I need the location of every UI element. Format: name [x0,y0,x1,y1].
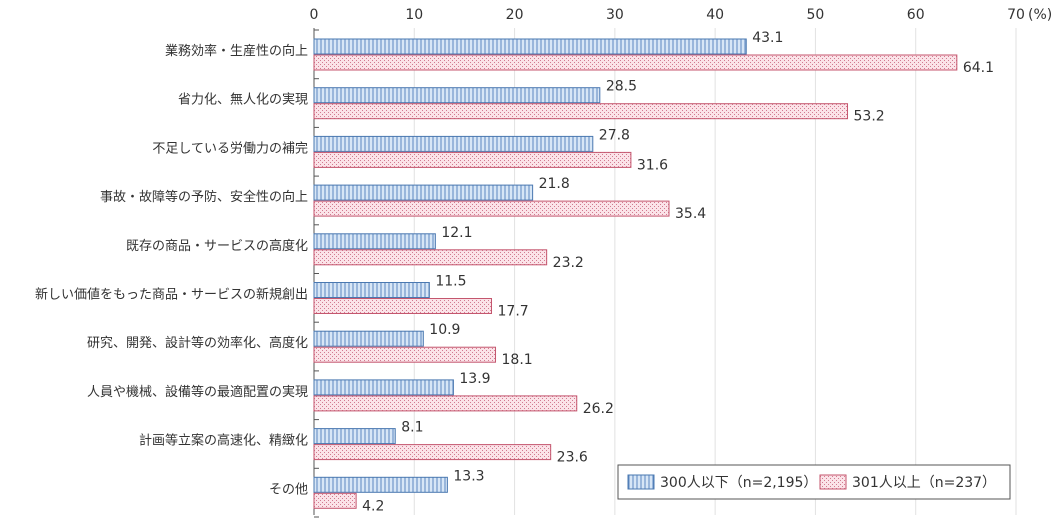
legend-box [617,464,1011,500]
data-label: 27.8 [599,127,630,143]
category-label: 事故・故障等の予防、安全性の向上 [100,189,308,205]
category-label: 人員や機械、設備等の最適配置の実現 [87,384,308,400]
data-label: 18.1 [502,352,533,368]
bar-series1 [313,476,448,493]
category-label: 業務効率・生産性の向上 [165,43,308,59]
x-tick-label: 60 [907,7,925,23]
bar-series1 [313,428,396,445]
legend-label: 300人以下（n=2,195） [660,475,817,491]
legend-label: 301人以上（n=237） [852,475,996,491]
x-axis-ticks: 0 10 20 30 40 50 60 70 (%) [310,7,1053,23]
data-label: 28.5 [606,79,637,95]
category-label: 新しい価値をもった商品・サービスの新規創出 [35,287,308,303]
category-label: その他 [269,482,308,497]
data-label: 17.7 [498,304,529,320]
data-label: 53.2 [854,109,885,125]
bar-series1 [313,282,430,298]
bars [313,38,958,509]
x-tick-label: 0 [310,7,319,23]
legend: 300人以下（n=2,195） 301人以上（n=237） [617,464,1011,500]
bar-series2 [313,103,849,120]
data-label: 64.1 [963,60,994,76]
data-label: 12.1 [441,225,472,241]
bar-series1 [313,379,454,396]
bar-series2 [313,395,578,412]
bar-series2 [313,249,548,266]
data-label: 13.3 [453,468,484,484]
data-label: 21.8 [539,176,570,192]
x-tick-label: 20 [506,7,524,23]
x-tick-label: 40 [706,7,724,23]
data-label: 11.5 [435,274,466,290]
data-label: 8.1 [401,420,423,436]
bar-series2 [313,444,552,461]
bar-series2 [313,346,497,363]
data-label: 35.4 [675,206,706,222]
bar-series2 [313,54,958,71]
category-label: 研究、開発、設計等の効率化、高度化 [87,335,308,351]
value-labels: 43.1 64.1 28.5 53.2 27.8 31.6 21.8 35.4 12.1 23.2… [362,30,994,514]
bar-series1 [313,38,747,55]
data-label: 13.9 [459,371,490,387]
data-label: 43.1 [752,30,783,46]
bar-series2 [313,200,670,217]
data-label: 26.2 [583,401,614,417]
category-label: 省力化、無人化の実現 [178,92,308,108]
category-label: 不足している労働力の補完 [152,141,308,156]
bar-series1 [313,330,424,347]
x-tick-label: 30 [606,7,624,23]
bar-series2 [313,298,493,314]
data-label: 4.2 [362,498,384,514]
legend-swatch [627,474,655,490]
bar-series2 [313,492,357,509]
bar-series1 [313,135,594,152]
data-label: 23.6 [557,450,588,466]
category-label: 計画等立案の高速化、精緻化 [139,433,308,449]
data-label: 31.6 [637,157,668,173]
bar-series2 [313,151,632,168]
data-label: 23.2 [553,255,584,271]
category-label: 既存の商品・サービスの高度化 [126,238,308,254]
bar-series1 [313,184,534,201]
x-tick-label: 50 [807,7,825,23]
bar-series1 [313,87,601,104]
category-labels: 業務効率・生産性の向上省力化、無人化の実現不足している労働力の補完事故・故障等の… [35,43,308,497]
bar-series1 [313,233,436,250]
x-tick-label: 10 [405,7,423,23]
x-tick-label: 70 [1007,7,1025,23]
x-unit-label: (%) [1028,7,1052,23]
data-label: 10.9 [429,322,460,338]
legend-swatch [819,474,847,490]
